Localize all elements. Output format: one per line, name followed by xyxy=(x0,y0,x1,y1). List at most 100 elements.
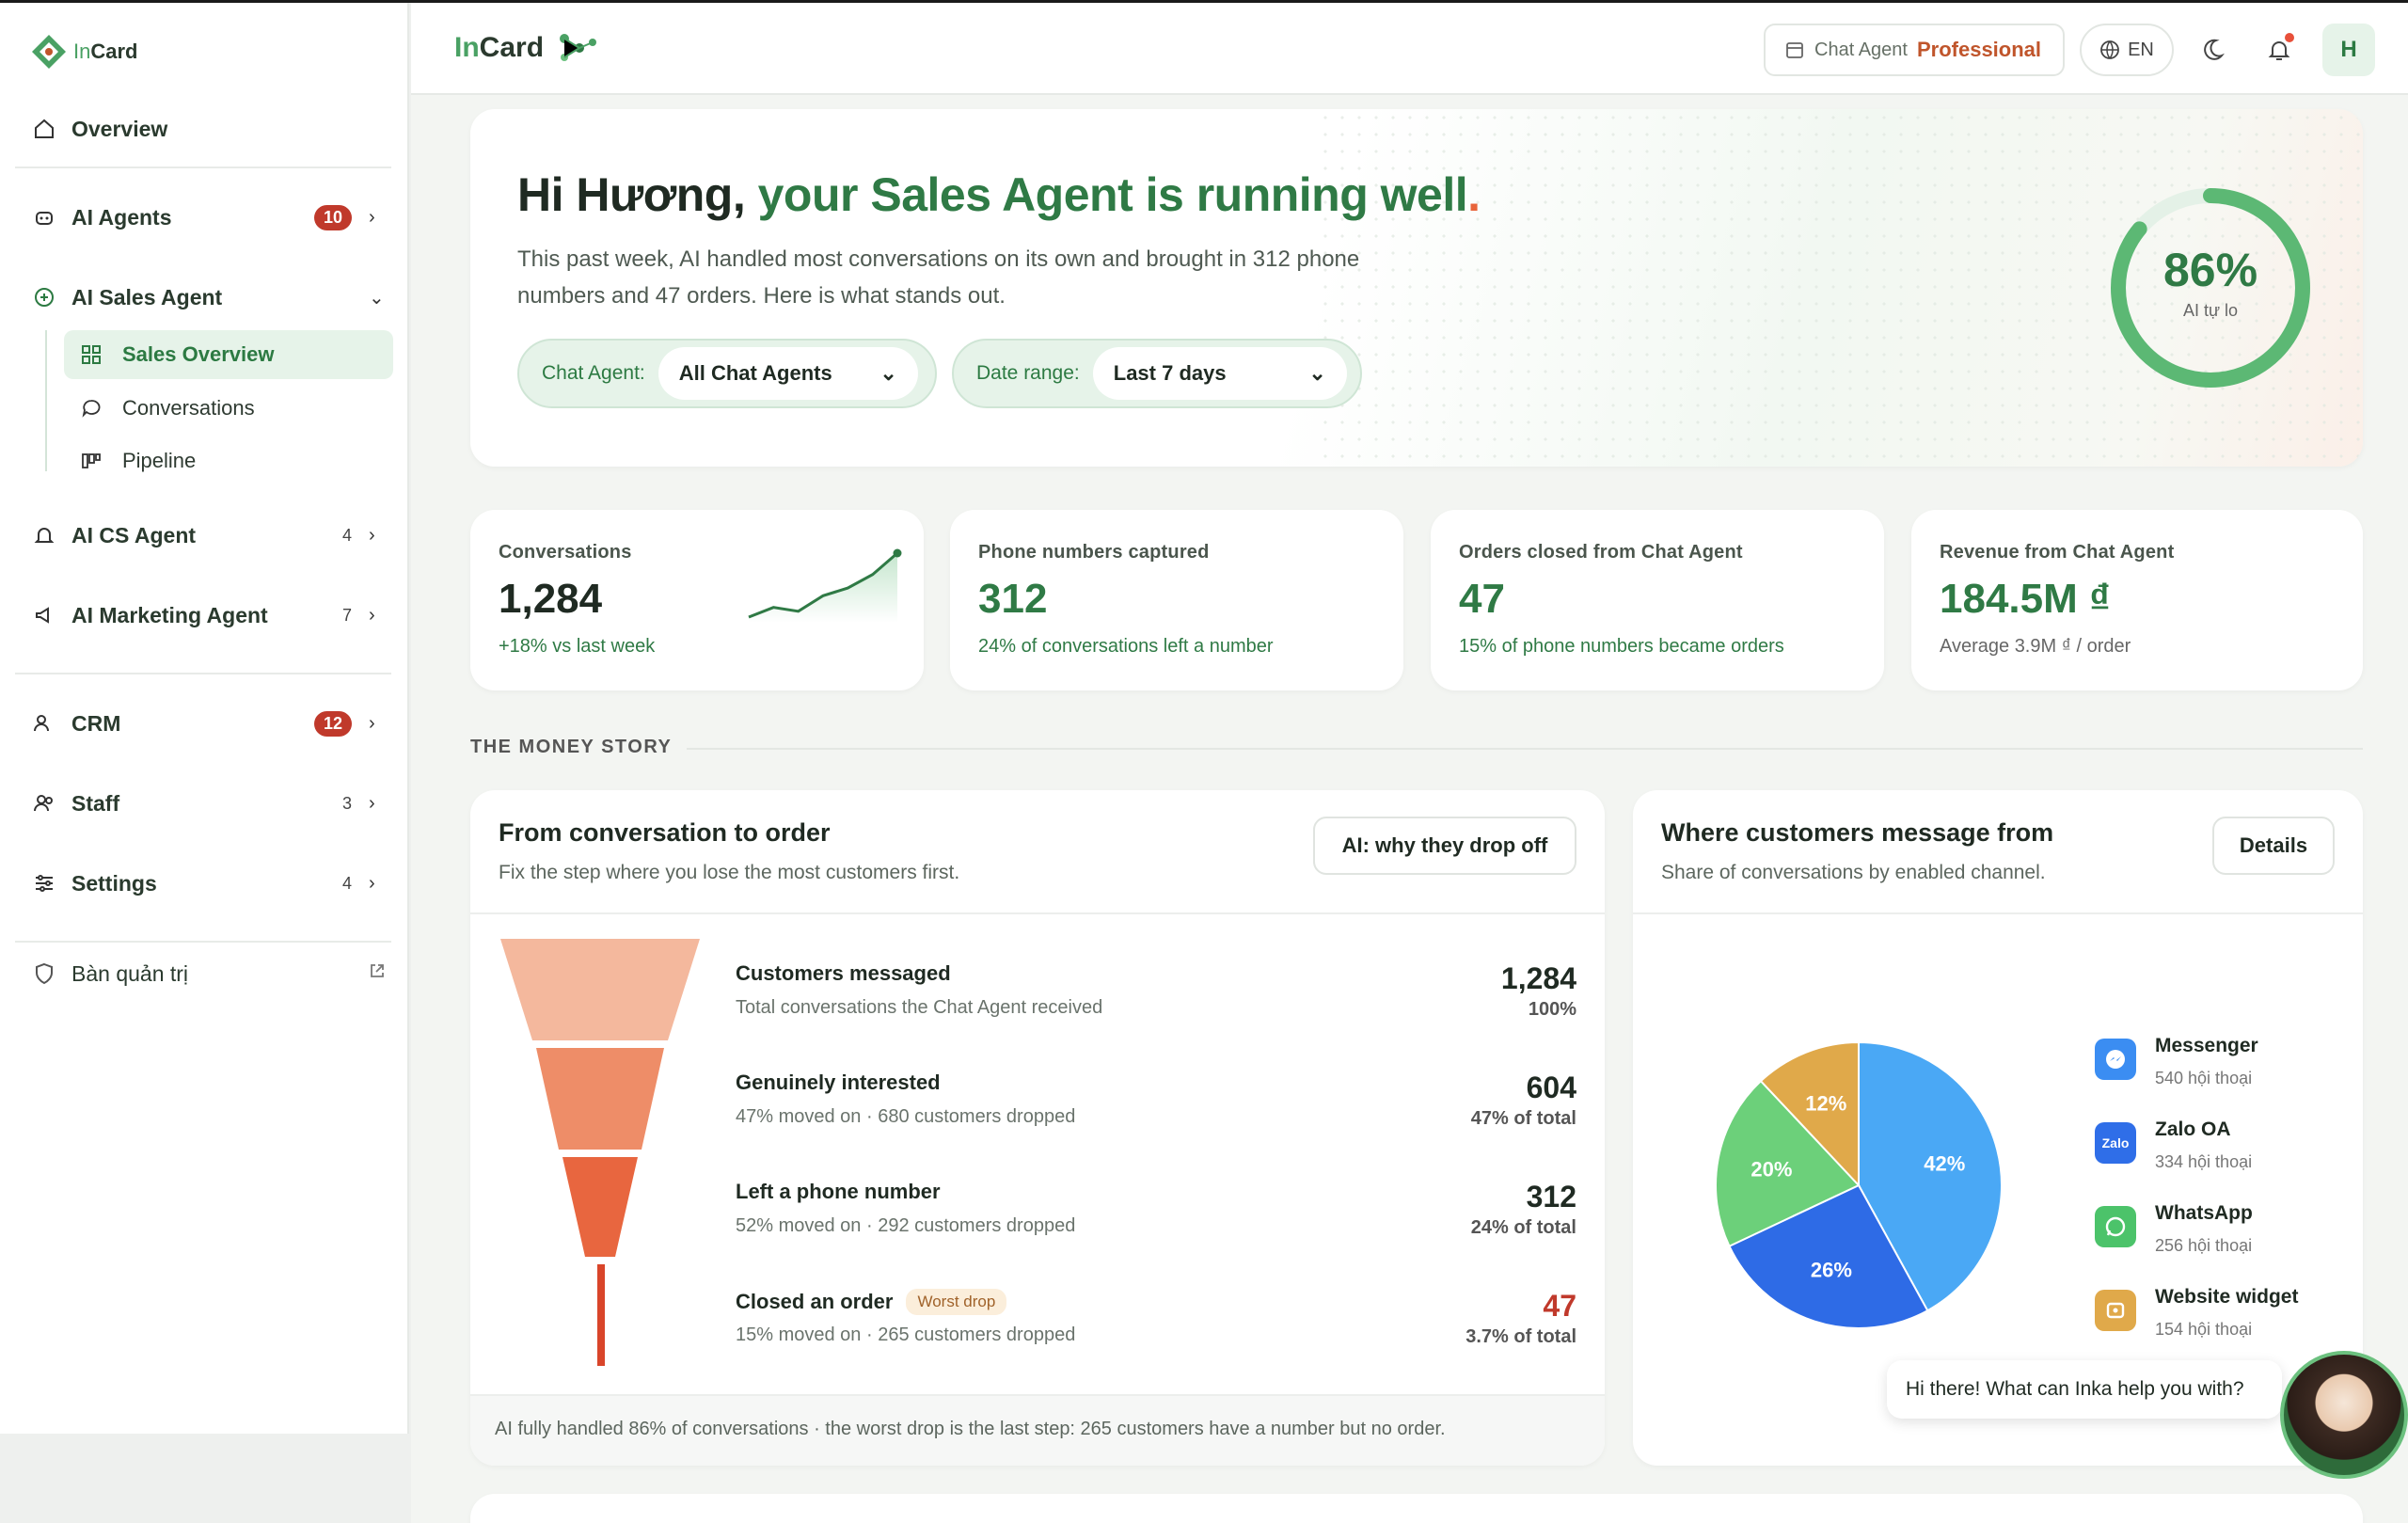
stat-subtext: 24% of conversations left a number xyxy=(978,636,1274,657)
brand-text: InCard xyxy=(454,32,545,63)
sidebar-subitem-conversations[interactable]: Conversations xyxy=(64,384,393,433)
section-heading: THE MONEY STORY xyxy=(470,737,673,757)
legend-count: 334 hội thoại xyxy=(2155,1152,2253,1171)
card-title: From conversation to order xyxy=(499,818,831,847)
chevron-right-icon: › xyxy=(369,712,375,734)
stat-card-orders: Orders closed from Chat Agent 47 15% of … xyxy=(1431,510,1884,690)
language-selector[interactable]: EN xyxy=(2080,24,2174,76)
bell-icon xyxy=(2268,41,2290,60)
card-subtitle: Fix the step where you lose the most cus… xyxy=(499,862,960,883)
plan-value: Professional xyxy=(1916,38,2042,61)
grid-icon xyxy=(81,344,107,365)
chevron-right-icon: › xyxy=(369,872,375,894)
assistant-avatar[interactable] xyxy=(2280,1351,2408,1479)
stat-subtext: Average 3.9M ₫ / order xyxy=(1940,636,2131,657)
sidebar-item-ai-agents[interactable]: AI Agents 10 › xyxy=(30,195,388,240)
sidebar-divider xyxy=(15,167,391,168)
home-icon xyxy=(30,115,58,143)
filter-label: Chat Agent: xyxy=(542,362,645,384)
header-brand[interactable]: InCard xyxy=(454,31,598,65)
count-badge: 12 xyxy=(313,710,352,737)
date-range-filter: Date range: Last 7 days ⌄ xyxy=(952,339,1362,408)
chevron-down-icon: ⌄ xyxy=(369,287,385,309)
funnel-graphic xyxy=(500,939,700,1366)
ai-why-drop-button[interactable]: AI: why they drop off xyxy=(1313,817,1576,875)
sidebar-item-label: AI Marketing Agent xyxy=(71,602,268,627)
sparkline-line xyxy=(748,551,898,619)
subtree-line xyxy=(45,330,47,471)
sidebar-logo[interactable]: InCard xyxy=(30,33,137,71)
funnel-row: Closed an order Worst drop 15% moved on … xyxy=(736,1289,1576,1373)
messenger-icon xyxy=(2095,1039,2136,1080)
sidebar-divider xyxy=(15,673,391,674)
funnel-row-label-wrap: Closed an order Worst drop xyxy=(736,1289,1007,1315)
legend-count: 256 hội thoại xyxy=(2155,1236,2253,1255)
sidebar-item-label: AI Agents xyxy=(71,204,172,230)
count-text: 3 xyxy=(341,793,352,813)
language-label: EN xyxy=(2128,39,2154,60)
sidebar-item-label: Overview xyxy=(71,116,168,141)
sidebar-subitem-label: Sales Overview xyxy=(122,342,275,366)
legend-name: Zalo OA xyxy=(2155,1118,2231,1140)
stat-value: 1,284 xyxy=(499,576,603,622)
sidebar-item-admin[interactable]: Bàn quản trị xyxy=(30,951,388,996)
hero-card: Hi Hương, your Sales Agent is running we… xyxy=(470,109,2363,467)
sidebar-item-settings[interactable]: Settings 4 › xyxy=(30,861,388,906)
sidebar-item-crm[interactable]: CRM 12 › xyxy=(30,701,388,746)
logo-icon xyxy=(32,35,66,69)
stat-title: Conversations xyxy=(499,542,632,563)
sidebar-item-label: CRM xyxy=(71,710,121,736)
shield-icon xyxy=(30,960,58,988)
count-text: 4 xyxy=(341,525,352,545)
theme-toggle[interactable] xyxy=(2194,31,2231,69)
sidebar-item-ai-sales-agent[interactable]: AI Sales Agent ⌄ xyxy=(30,275,388,320)
notification-dot xyxy=(2285,33,2294,42)
pipeline-icon xyxy=(81,451,107,471)
plan-selector[interactable]: Chat Agent Professional xyxy=(1764,24,2065,76)
details-button[interactable]: Details xyxy=(2212,817,2335,875)
legend-count: 154 hội thoại xyxy=(2155,1320,2253,1339)
sidebar-subitem-sales-overview[interactable]: Sales Overview xyxy=(64,330,393,379)
legend-name: WhatsApp xyxy=(2155,1202,2253,1224)
megaphone-icon xyxy=(30,601,58,629)
pie-slice-label: 12% xyxy=(1805,1091,1846,1115)
pie-slice-messenger xyxy=(1858,1040,2003,1312)
assistant-chat-bubble[interactable]: Hi there! What can Inka help you with? xyxy=(1887,1360,2282,1419)
sidebar-item-staff[interactable]: Staff 3 › xyxy=(30,781,388,826)
sidebar-item-ai-marketing-agent[interactable]: AI Marketing Agent 7 › xyxy=(30,593,388,638)
funnel-row-pct: 24% of total xyxy=(1470,1217,1576,1238)
chat-agent-select[interactable]: All Chat Agents ⌄ xyxy=(657,347,918,400)
ring-progress xyxy=(2111,188,2310,388)
pie-slice-label: 42% xyxy=(1924,1152,1965,1176)
count-badge: 10 xyxy=(313,204,352,230)
next-section-card xyxy=(470,1494,2363,1523)
sliders-icon xyxy=(30,869,58,897)
notifications-button[interactable] xyxy=(2260,31,2298,69)
channel-pie-chart: 42% 26% 20% 12% xyxy=(1715,1040,2003,1329)
chat-bubble-icon xyxy=(81,398,107,419)
chevron-right-icon: › xyxy=(369,604,375,626)
sidebar-item-ai-cs-agent[interactable]: AI CS Agent 4 › xyxy=(30,513,388,558)
stat-card-revenue: Revenue from Chat Agent 184.5M ₫ Average… xyxy=(1911,510,2363,690)
pie-slice-website-widget xyxy=(1759,1040,1860,1188)
funnel-row-pct: 100% xyxy=(1528,999,1576,1020)
sidebar-item-label: Bàn quản trị xyxy=(71,960,189,986)
hero-description: This past week, AI handled most conversa… xyxy=(517,246,1360,309)
chevron-right-icon: › xyxy=(369,206,375,228)
zalo-icon: Zalo xyxy=(2095,1122,2136,1164)
sidebar-item-label: AI Sales Agent xyxy=(71,284,223,309)
funnel-row-label: Genuinely interested xyxy=(736,1071,941,1094)
stat-value: 47 xyxy=(1459,576,1505,622)
card-title: Where customers message from xyxy=(1661,818,2054,847)
globe-icon xyxy=(2100,40,2119,59)
sidebar-subitem-pipeline[interactable]: Pipeline xyxy=(64,436,393,485)
external-link-icon xyxy=(369,962,388,985)
sidebar-item-label: Settings xyxy=(71,870,157,896)
count-text: 4 xyxy=(341,873,352,893)
sidebar-divider xyxy=(15,941,391,943)
stat-subtext: +18% vs last week xyxy=(499,636,656,657)
sidebar-item-overview[interactable]: Overview xyxy=(30,106,388,151)
user-avatar[interactable]: H xyxy=(2322,24,2375,76)
date-range-select[interactable]: Last 7 days ⌄ xyxy=(1092,347,1347,400)
chevron-down-icon: ⌄ xyxy=(1308,361,1326,385)
